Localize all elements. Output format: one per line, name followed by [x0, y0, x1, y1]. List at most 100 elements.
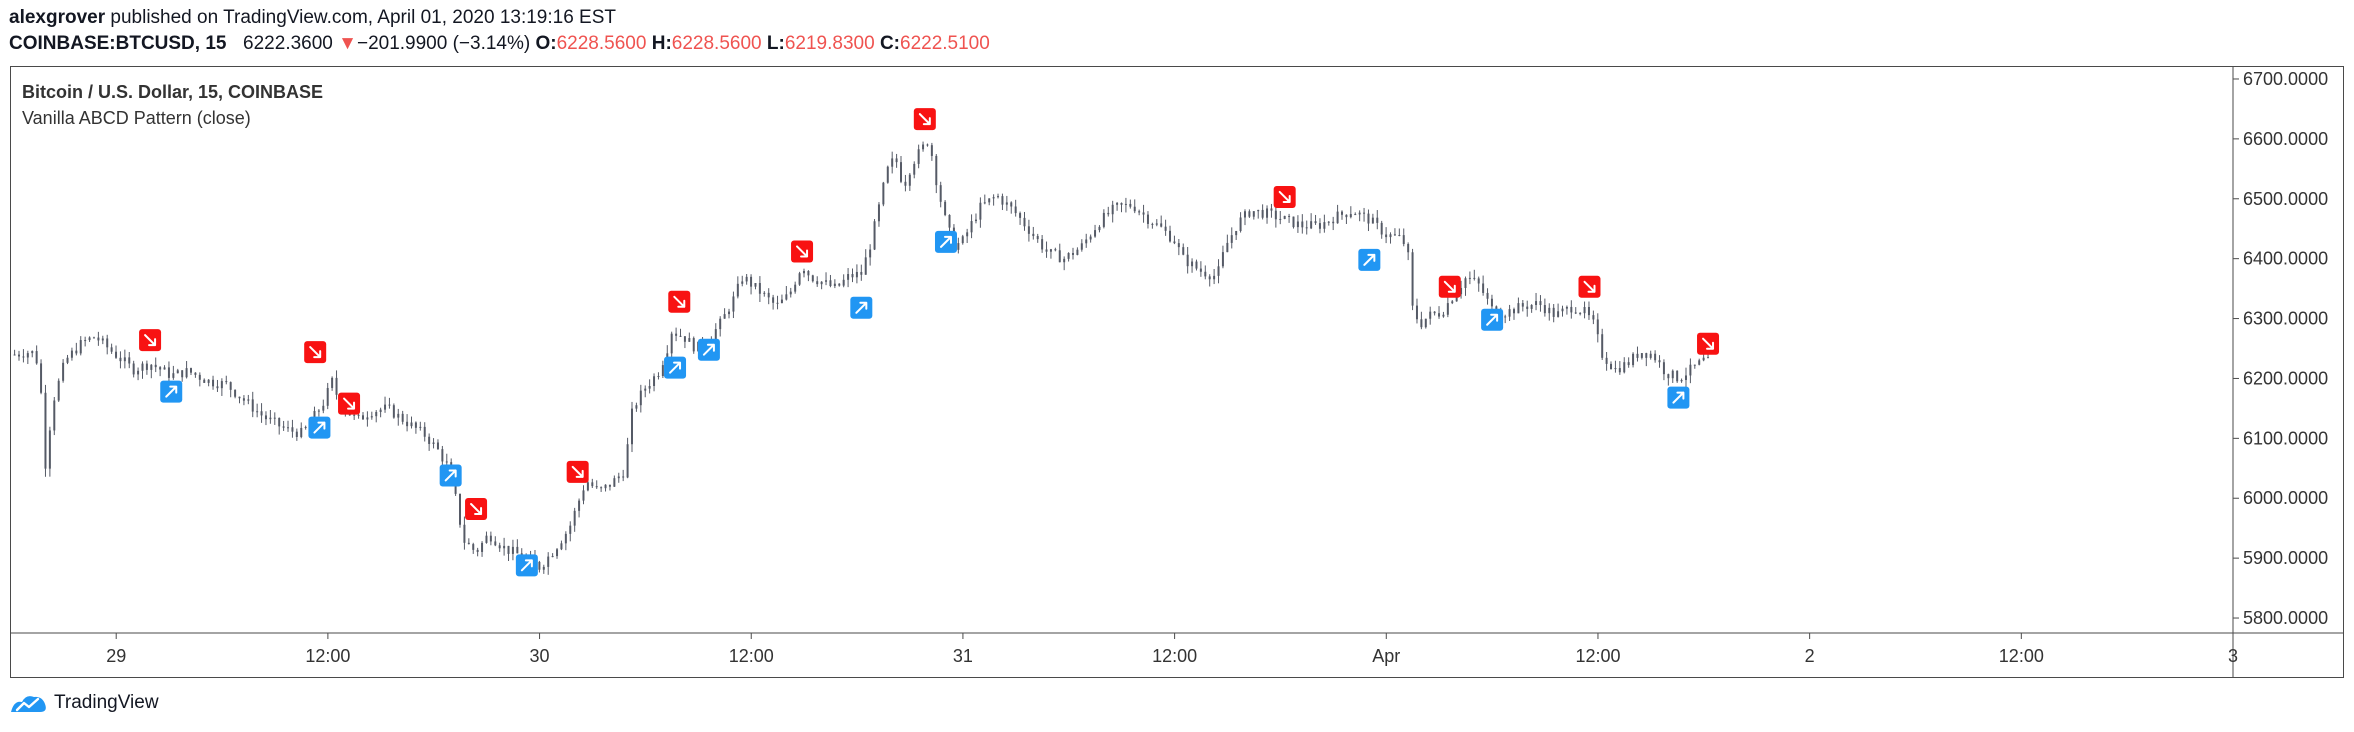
candle-body: [1235, 230, 1238, 236]
candle-body: [719, 318, 722, 330]
candle-body: [115, 351, 118, 358]
candle-body: [983, 202, 986, 204]
bearish-signal-icon[interactable]: [913, 108, 936, 131]
candle-body: [1583, 307, 1586, 314]
bearish-signal-icon[interactable]: [1697, 332, 1720, 355]
candle-body: [1477, 278, 1480, 284]
candle-body: [322, 405, 325, 411]
candle-body: [644, 388, 647, 391]
candle-body: [816, 281, 819, 285]
candle-body: [1464, 278, 1467, 288]
chart-legend: Bitcoin / U.S. Dollar, 15, COINBASE Vani…: [22, 79, 323, 131]
candle-body: [789, 291, 792, 295]
bullish-signal-icon[interactable]: [308, 416, 331, 439]
footer-brand[interactable]: TradingView: [10, 692, 159, 714]
bullish-signal-icon[interactable]: [697, 338, 720, 361]
candle-body: [1636, 353, 1639, 358]
bearish-signal-icon[interactable]: [566, 460, 589, 483]
candle-body: [1116, 202, 1119, 205]
candle-body: [758, 283, 761, 294]
candle-body: [798, 273, 801, 285]
bearish-signal-icon[interactable]: [791, 240, 814, 263]
candle-body: [234, 389, 237, 397]
candle-body: [1424, 318, 1427, 328]
bullish-signal-icon[interactable]: [934, 230, 957, 253]
candle-body: [635, 405, 638, 409]
chart-frame[interactable]: [10, 66, 2344, 678]
candle-body: [736, 283, 739, 297]
publish-info: alexgrover published on TradingView.com,…: [9, 6, 616, 30]
candle-body: [304, 426, 307, 428]
candle-body: [997, 196, 1000, 198]
high-value: 6228.5600: [671, 33, 762, 54]
candle-body: [1182, 247, 1185, 255]
bullish-signal-icon[interactable]: [664, 356, 687, 379]
candle-body: [1482, 283, 1485, 293]
candle-body: [1230, 235, 1233, 243]
legend-indicator[interactable]: Vanilla ABCD Pattern (close): [22, 108, 251, 128]
candle-body: [1266, 208, 1269, 218]
candle-body: [1071, 253, 1074, 255]
x-tick-label: 2: [1805, 646, 1815, 666]
candle-body: [732, 296, 735, 312]
candle-body: [1468, 277, 1471, 279]
candle-body: [1261, 209, 1264, 218]
candle-body: [1094, 230, 1097, 237]
candle-body: [688, 338, 691, 342]
bearish-signal-icon[interactable]: [1273, 185, 1296, 208]
candle-body: [1565, 306, 1568, 309]
bullish-signal-icon[interactable]: [1667, 386, 1690, 409]
candle-body: [110, 347, 113, 352]
candle-body: [264, 415, 267, 420]
candle-body: [273, 417, 276, 419]
bearish-signal-icon[interactable]: [668, 290, 691, 313]
bullish-signal-icon[interactable]: [850, 296, 873, 319]
bearish-signal-icon[interactable]: [304, 341, 327, 364]
candle-body: [873, 221, 876, 250]
candle-body: [1623, 362, 1626, 373]
candle-body: [922, 144, 925, 150]
candle-body: [1640, 353, 1643, 358]
candle-body: [1208, 276, 1211, 280]
candle-body: [780, 299, 783, 304]
bullish-signal-icon[interactable]: [1358, 248, 1381, 271]
bearish-signal-icon[interactable]: [1578, 275, 1601, 298]
markers-layer: [139, 108, 1720, 577]
candle-body: [595, 486, 598, 488]
candle-body: [295, 431, 298, 437]
candle-body: [564, 533, 567, 544]
candle-body: [1283, 215, 1286, 219]
candle-body: [494, 541, 497, 546]
candle-body: [22, 356, 25, 358]
high-label: H:: [651, 33, 672, 54]
candle-body: [401, 413, 404, 422]
candle-body: [1658, 360, 1661, 363]
candle-body: [811, 275, 814, 282]
author-name[interactable]: alexgrover: [9, 7, 106, 28]
candle-body: [1358, 212, 1361, 215]
candle-body: [1680, 379, 1683, 382]
candle-body: [992, 197, 995, 199]
bullish-signal-icon[interactable]: [515, 554, 538, 577]
candle-body: [423, 426, 426, 437]
candle-body: [1221, 252, 1224, 267]
candle-body: [1451, 301, 1454, 304]
down-arrow-icon: ▼: [338, 33, 357, 54]
bearish-signal-icon[interactable]: [338, 392, 361, 415]
bearish-signal-icon[interactable]: [139, 329, 162, 352]
bullish-signal-icon[interactable]: [160, 380, 183, 403]
candle-body: [1305, 227, 1308, 229]
candle-body: [551, 556, 554, 558]
candles-layer: [13, 141, 1710, 575]
bullish-signal-icon[interactable]: [1481, 308, 1504, 331]
bullish-signal-icon[interactable]: [439, 464, 462, 487]
bearish-signal-icon[interactable]: [465, 498, 488, 521]
candle-body: [75, 350, 78, 354]
candle-body: [481, 542, 484, 552]
candle-body: [1027, 226, 1030, 234]
candle-body: [1102, 212, 1105, 227]
bearish-signal-icon[interactable]: [1438, 275, 1461, 298]
candle-body: [1504, 316, 1507, 318]
symbol-label: COINBASE:BTCUSD, 15: [9, 33, 227, 54]
